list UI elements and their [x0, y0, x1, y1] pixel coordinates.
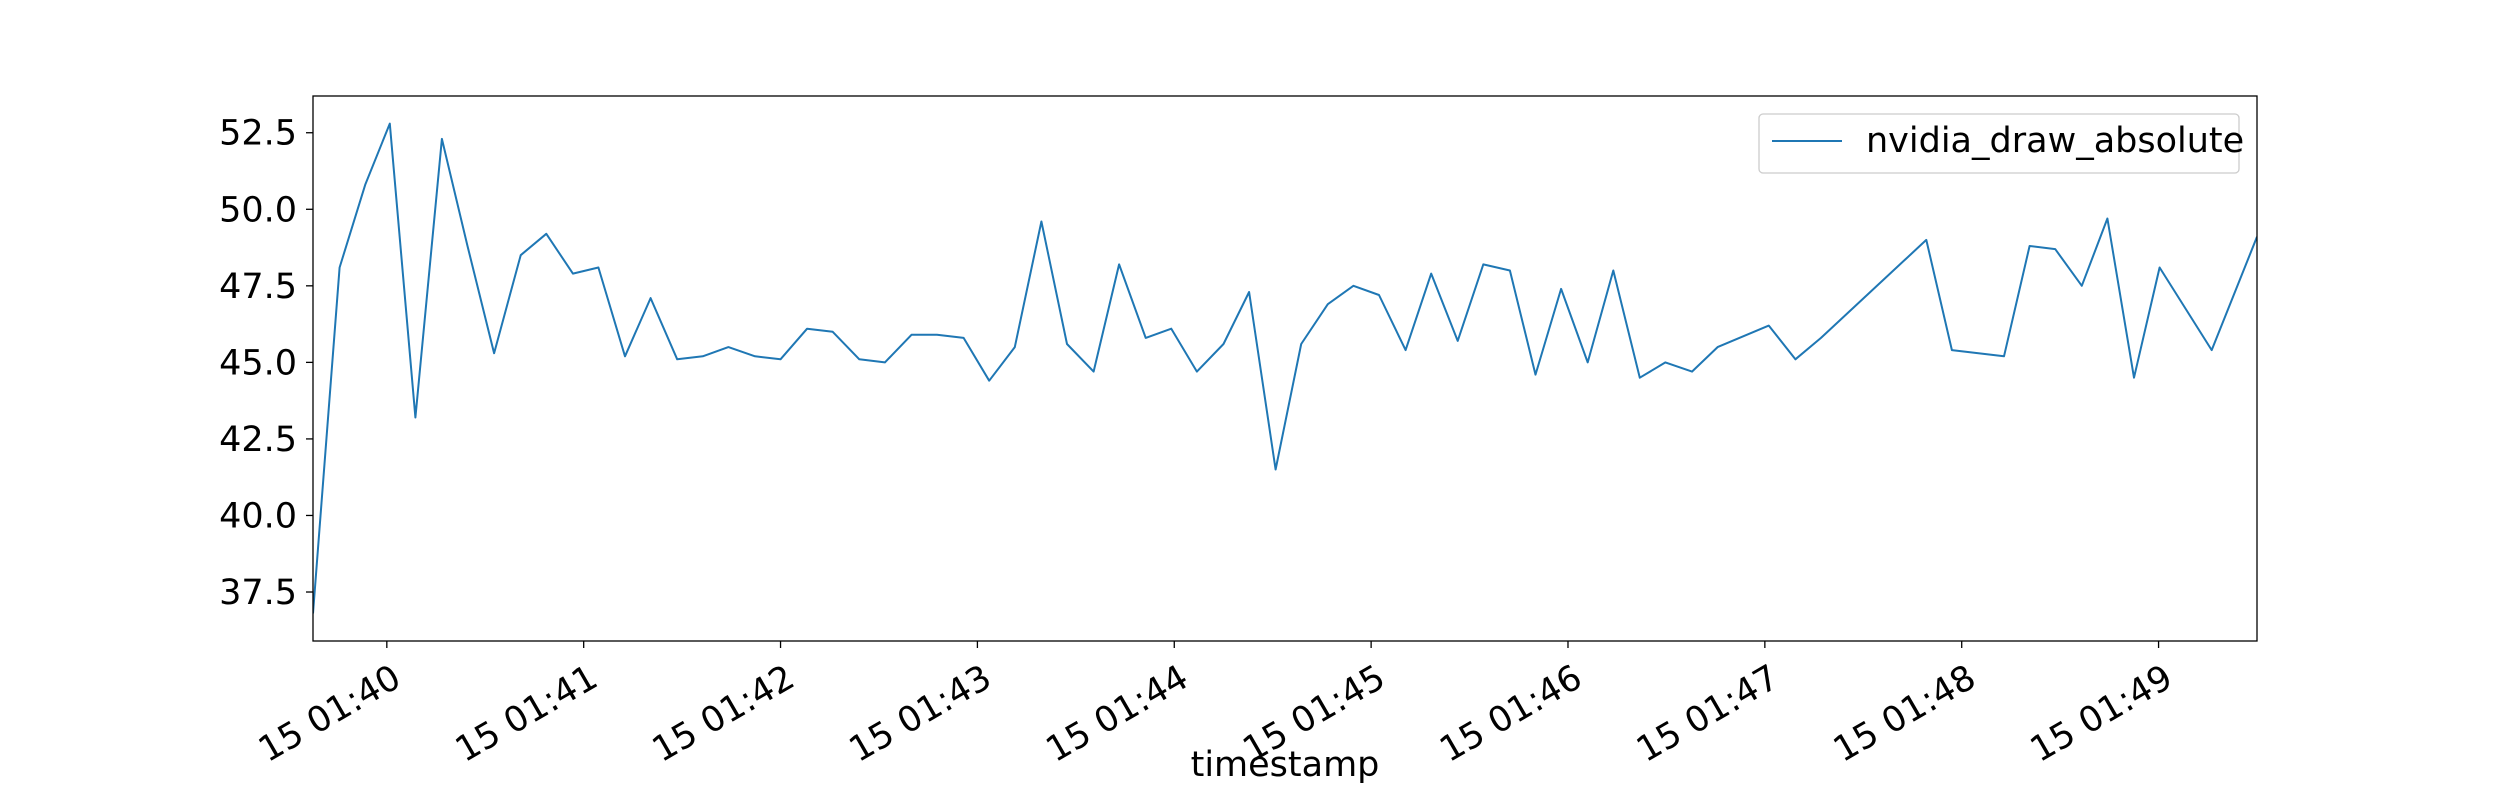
- y-tick-label: 37.5: [219, 573, 297, 613]
- y-tick-label: 45.0: [219, 343, 297, 383]
- legend-entry-label: nvidia_draw_absolute: [1866, 121, 2244, 161]
- x-axis-label: timestamp: [1191, 745, 1380, 785]
- y-tick-label: 47.5: [219, 267, 297, 307]
- y-tick-label: 40.0: [219, 496, 297, 536]
- y-tick-label: 50.0: [219, 190, 297, 230]
- y-tick-label: 52.5: [219, 114, 297, 154]
- legend: nvidia_draw_absolute: [1758, 113, 2244, 174]
- plot-frame: [312, 95, 2258, 642]
- y-axis: 37.5 40.0 42.5 45.0 47.5 50.0 52.5: [219, 114, 313, 613]
- series-line-nvidia_draw_absolute: [313, 122, 2257, 614]
- series-layer: [313, 122, 2257, 614]
- legend-box: [1758, 113, 2240, 174]
- y-tick-label: 42.5: [219, 420, 297, 460]
- plot-area: [313, 96, 2257, 641]
